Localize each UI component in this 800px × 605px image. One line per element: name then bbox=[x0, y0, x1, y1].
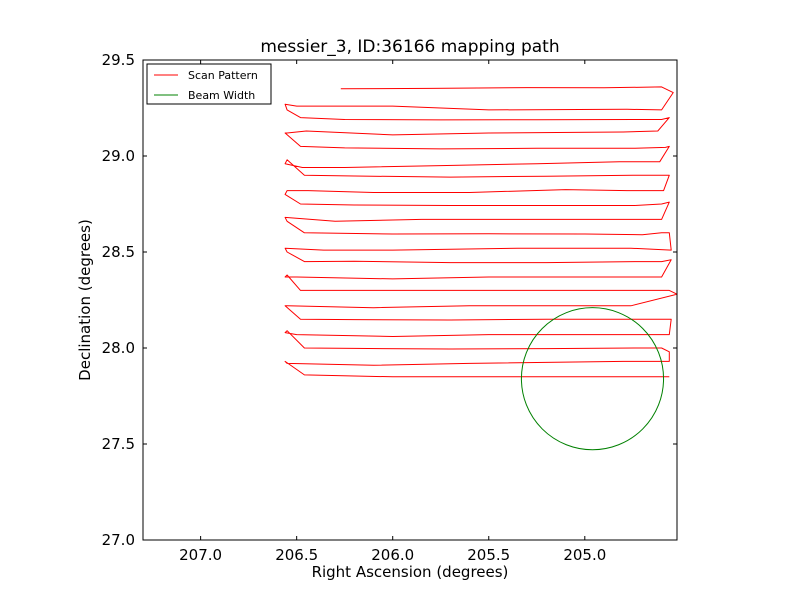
legend-box bbox=[146, 63, 272, 105]
y-tick-label: 27.0 bbox=[102, 531, 135, 549]
x-tick-label: 206.5 bbox=[275, 546, 318, 564]
y-tick-label: 28.5 bbox=[102, 243, 135, 261]
x-tick-label: 205.0 bbox=[563, 546, 606, 564]
x-tick-label: 207.0 bbox=[179, 546, 222, 564]
legend: Scan Pattern Beam Width bbox=[146, 63, 272, 105]
x-axis-label: Right Ascension (degrees) bbox=[312, 563, 509, 581]
y-tick-label: 28.0 bbox=[102, 339, 135, 357]
legend-label-scan-pattern: Scan Pattern bbox=[188, 69, 258, 82]
data-layer bbox=[284, 86, 677, 451]
plot-frame bbox=[142, 59, 678, 541]
y-tick-label: 27.5 bbox=[102, 435, 135, 453]
beam-width-circle bbox=[520, 307, 665, 451]
x-tick-label: 205.5 bbox=[467, 546, 510, 564]
y-axis-label: Declination (degrees) bbox=[76, 219, 94, 381]
legend-label-beam-width: Beam Width bbox=[188, 89, 255, 102]
x-tick-label: 206.0 bbox=[371, 546, 414, 564]
plot-background bbox=[143, 60, 677, 540]
y-tick-label: 29.5 bbox=[102, 51, 135, 69]
chart-title: messier_3, ID:36166 mapping path bbox=[260, 37, 559, 57]
x-axis-ticks: 207.0 206.5 206.0 205.5 205.0 bbox=[179, 60, 606, 564]
plot-area bbox=[142, 59, 678, 541]
y-axis-ticks: 27.0 27.5 28.0 28.5 29.0 29.5 bbox=[102, 51, 677, 549]
scan-pattern-line bbox=[284, 86, 677, 378]
y-tick-label: 29.0 bbox=[102, 147, 135, 165]
